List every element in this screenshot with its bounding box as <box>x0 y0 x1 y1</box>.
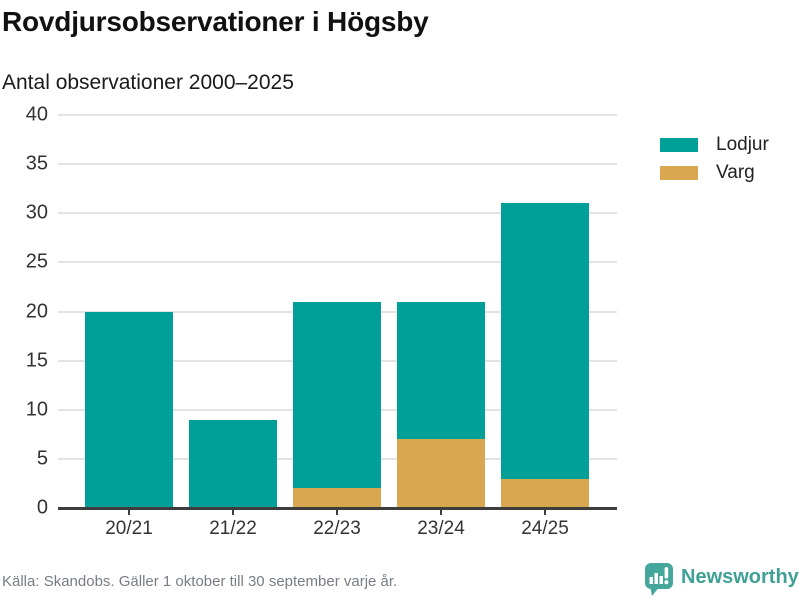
x-tick-label-22/23: 22/23 <box>313 518 361 539</box>
x-axis-line <box>58 506 617 510</box>
gridline-35 <box>58 163 617 166</box>
newsworthy-logo: Newsworthy <box>644 562 799 597</box>
x-tick-label-23/24: 23/24 <box>417 518 465 539</box>
x-tick-label-24/25: 24/25 <box>521 518 569 539</box>
y-tick-label-0: 0 <box>36 496 48 519</box>
bar-22/23-lodjur <box>293 301 381 489</box>
y-tick-label-35: 35 <box>25 152 48 175</box>
x-tick-21/22 <box>232 509 234 515</box>
legend-item-varg: Varg <box>660 159 769 187</box>
x-tick-20/21 <box>128 509 130 515</box>
y-tick-label-25: 25 <box>25 250 48 273</box>
source-note: Källa: Skandobs. Gäller 1 oktober till 3… <box>2 573 398 590</box>
bar-20/21-lodjur <box>85 311 173 508</box>
gridline-30 <box>58 212 617 215</box>
x-tick-22/23 <box>336 509 338 515</box>
y-tick-label-5: 5 <box>36 447 48 470</box>
bar-22/23-varg <box>293 488 381 508</box>
bar-23/24-lodjur <box>397 301 485 440</box>
x-tick-label-20/21: 20/21 <box>105 518 153 539</box>
legend-label-varg: Varg <box>716 162 755 183</box>
y-tick-label-30: 30 <box>25 201 48 224</box>
newsworthy-wordmark: Newsworthy <box>681 566 799 588</box>
y-tick-label-40: 40 <box>25 103 48 126</box>
page-title: Rovdjursobservationer i Högsby <box>2 6 429 37</box>
x-tick-23/24 <box>440 509 442 515</box>
legend: Lodjur Varg <box>660 131 769 187</box>
x-tick-label-21/22: 21/22 <box>209 518 257 539</box>
newsworthy-speech-bubble-chart-icon <box>645 563 673 596</box>
legend-swatch-lodjur <box>660 138 698 152</box>
chart-subtitle: Antal observationer 2000–2025 <box>2 71 294 94</box>
bar-21/22-lodjur <box>189 419 277 508</box>
y-tick-label-15: 15 <box>25 349 48 372</box>
y-tick-label-10: 10 <box>25 398 48 421</box>
gridline-40 <box>58 114 617 116</box>
legend-swatch-varg <box>660 166 698 180</box>
legend-label-lodjur: Lodjur <box>716 134 769 155</box>
y-tick-label-20: 20 <box>25 300 48 323</box>
bar-23/24-varg <box>397 439 485 508</box>
legend-item-lodjur: Lodjur <box>660 131 769 159</box>
x-tick-24/25 <box>544 509 546 515</box>
gridline-25 <box>58 261 617 264</box>
bar-24/25-lodjur <box>501 203 589 479</box>
bar-24/25-varg <box>501 478 589 508</box>
